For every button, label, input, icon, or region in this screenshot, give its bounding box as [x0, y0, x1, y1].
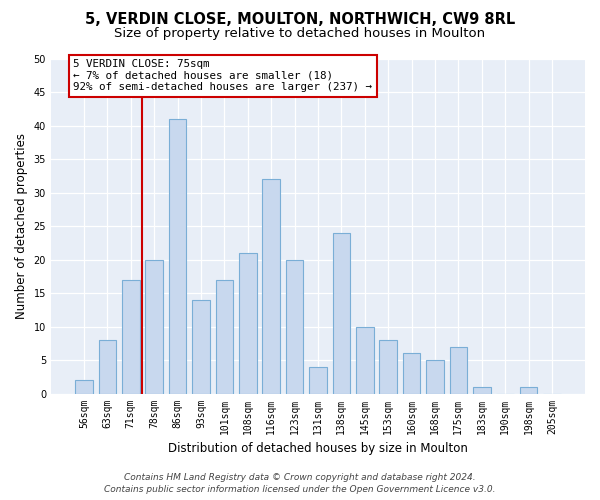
- Text: Contains HM Land Registry data © Crown copyright and database right 2024.
Contai: Contains HM Land Registry data © Crown c…: [104, 472, 496, 494]
- Bar: [379, 340, 397, 394]
- Bar: [239, 253, 257, 394]
- Text: Size of property relative to detached houses in Moulton: Size of property relative to detached ho…: [115, 28, 485, 40]
- Bar: [309, 367, 327, 394]
- Bar: [426, 360, 444, 394]
- Bar: [356, 326, 374, 394]
- Bar: [403, 354, 421, 394]
- Bar: [122, 280, 140, 394]
- Bar: [98, 340, 116, 394]
- Bar: [449, 346, 467, 394]
- Bar: [215, 280, 233, 394]
- Bar: [169, 119, 187, 394]
- Bar: [262, 180, 280, 394]
- Bar: [145, 260, 163, 394]
- Bar: [520, 387, 538, 394]
- Text: 5 VERDIN CLOSE: 75sqm
← 7% of detached houses are smaller (18)
92% of semi-detac: 5 VERDIN CLOSE: 75sqm ← 7% of detached h…: [73, 59, 373, 92]
- Y-axis label: Number of detached properties: Number of detached properties: [15, 134, 28, 320]
- Bar: [192, 300, 210, 394]
- Bar: [473, 387, 491, 394]
- X-axis label: Distribution of detached houses by size in Moulton: Distribution of detached houses by size …: [168, 442, 468, 455]
- Text: 5, VERDIN CLOSE, MOULTON, NORTHWICH, CW9 8RL: 5, VERDIN CLOSE, MOULTON, NORTHWICH, CW9…: [85, 12, 515, 28]
- Bar: [75, 380, 93, 394]
- Bar: [286, 260, 304, 394]
- Bar: [332, 233, 350, 394]
